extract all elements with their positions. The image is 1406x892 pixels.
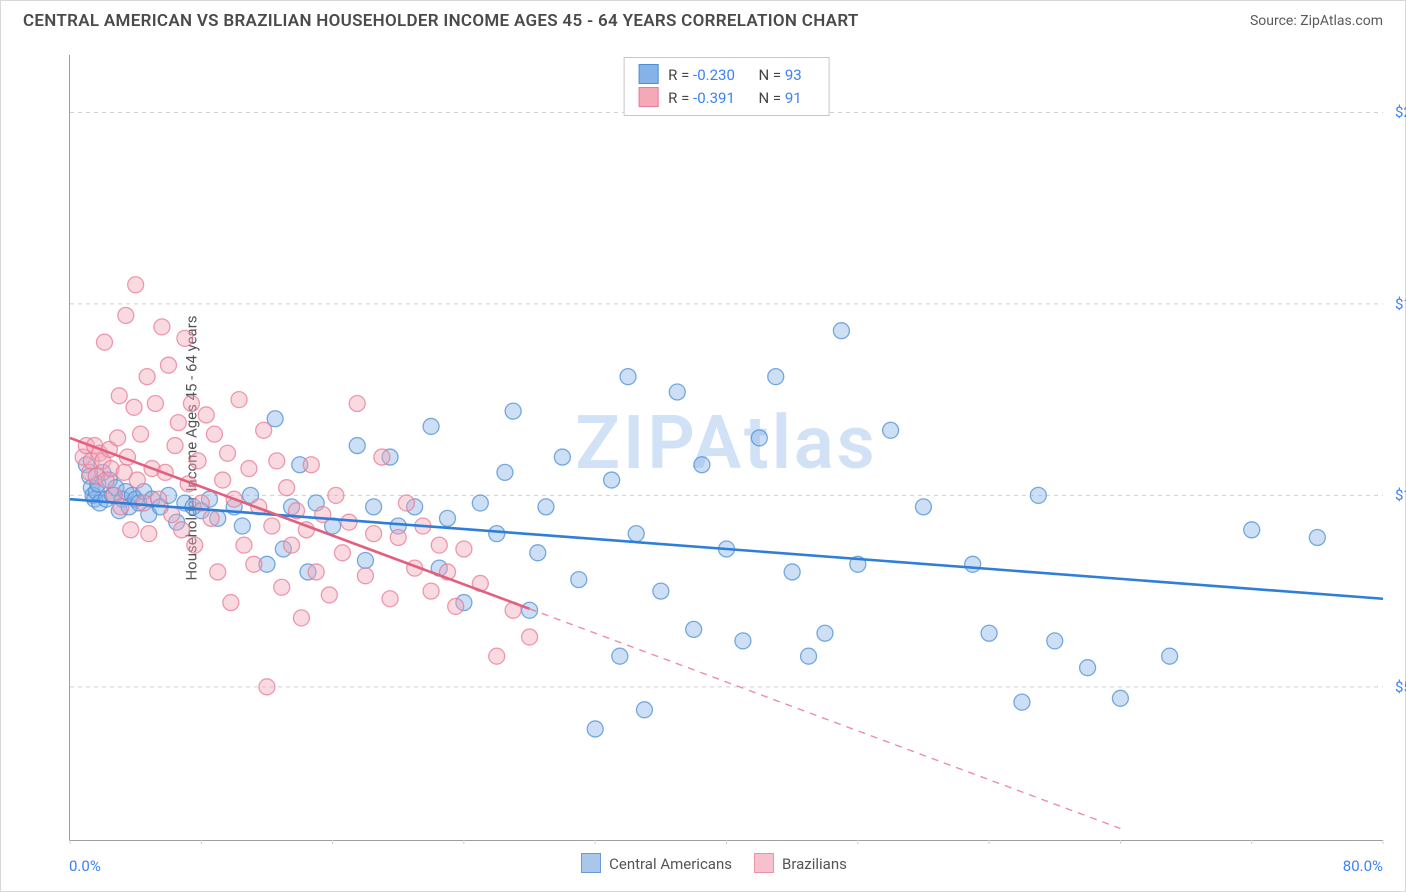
legend-bottom: Central Americans Brazilians [1,853,1405,873]
chart-container: CENTRAL AMERICAN VS BRAZILIAN HOUSEHOLDE… [0,0,1406,892]
trend-lines [70,55,1383,840]
y-tick-label: $50,000 [1387,678,1406,696]
y-tick-label: $200,000 [1387,103,1406,121]
source-attribution: Source: ZipAtlas.com [1250,13,1383,29]
legend-swatch [638,87,658,107]
plot-area: Householder Income Ages 45 - 64 years ZI… [47,55,1383,841]
scatter-plot: ZIPAtlas R = -0.230 N = 93R = -0.391 N =… [69,55,1383,841]
chart-title: CENTRAL AMERICAN VS BRAZILIAN HOUSEHOLDE… [23,11,859,31]
title-bar: CENTRAL AMERICAN VS BRAZILIAN HOUSEHOLDE… [1,1,1405,35]
correlation-stats-box: R = -0.230 N = 93R = -0.391 N = 91 [623,57,830,116]
stats-row: R = -0.230 N = 93 [638,64,815,87]
source-link[interactable]: ZipAtlas.com [1300,13,1383,29]
stat-n-value: 93 [785,64,815,87]
y-tick-label: $150,000 [1387,295,1406,313]
stat-r-value: -0.391 [693,87,751,110]
legend-label: Central Americans [609,855,732,873]
stat-r-label: R = [668,66,693,84]
stat-r-label: R = [668,89,693,107]
stat-n-label: N = [759,66,785,84]
stat-n-value: 91 [785,87,815,110]
stat-r-value: -0.230 [693,64,751,87]
legend-label: Brazilians [782,855,847,873]
y-tick-label: $100,000 [1387,486,1406,504]
stats-row: R = -0.391 N = 91 [638,87,815,110]
source-prefix: Source: [1250,13,1300,29]
stat-n-label: N = [759,89,785,107]
legend-swatch [638,64,658,84]
legend-swatch [581,853,601,873]
legend-swatch [754,853,774,873]
